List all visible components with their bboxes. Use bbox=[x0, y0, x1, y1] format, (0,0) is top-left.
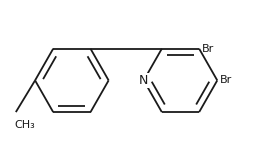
Text: N: N bbox=[139, 74, 148, 87]
Text: Br: Br bbox=[201, 44, 214, 54]
Text: Br: Br bbox=[220, 75, 232, 85]
Text: CH₃: CH₃ bbox=[15, 120, 35, 130]
